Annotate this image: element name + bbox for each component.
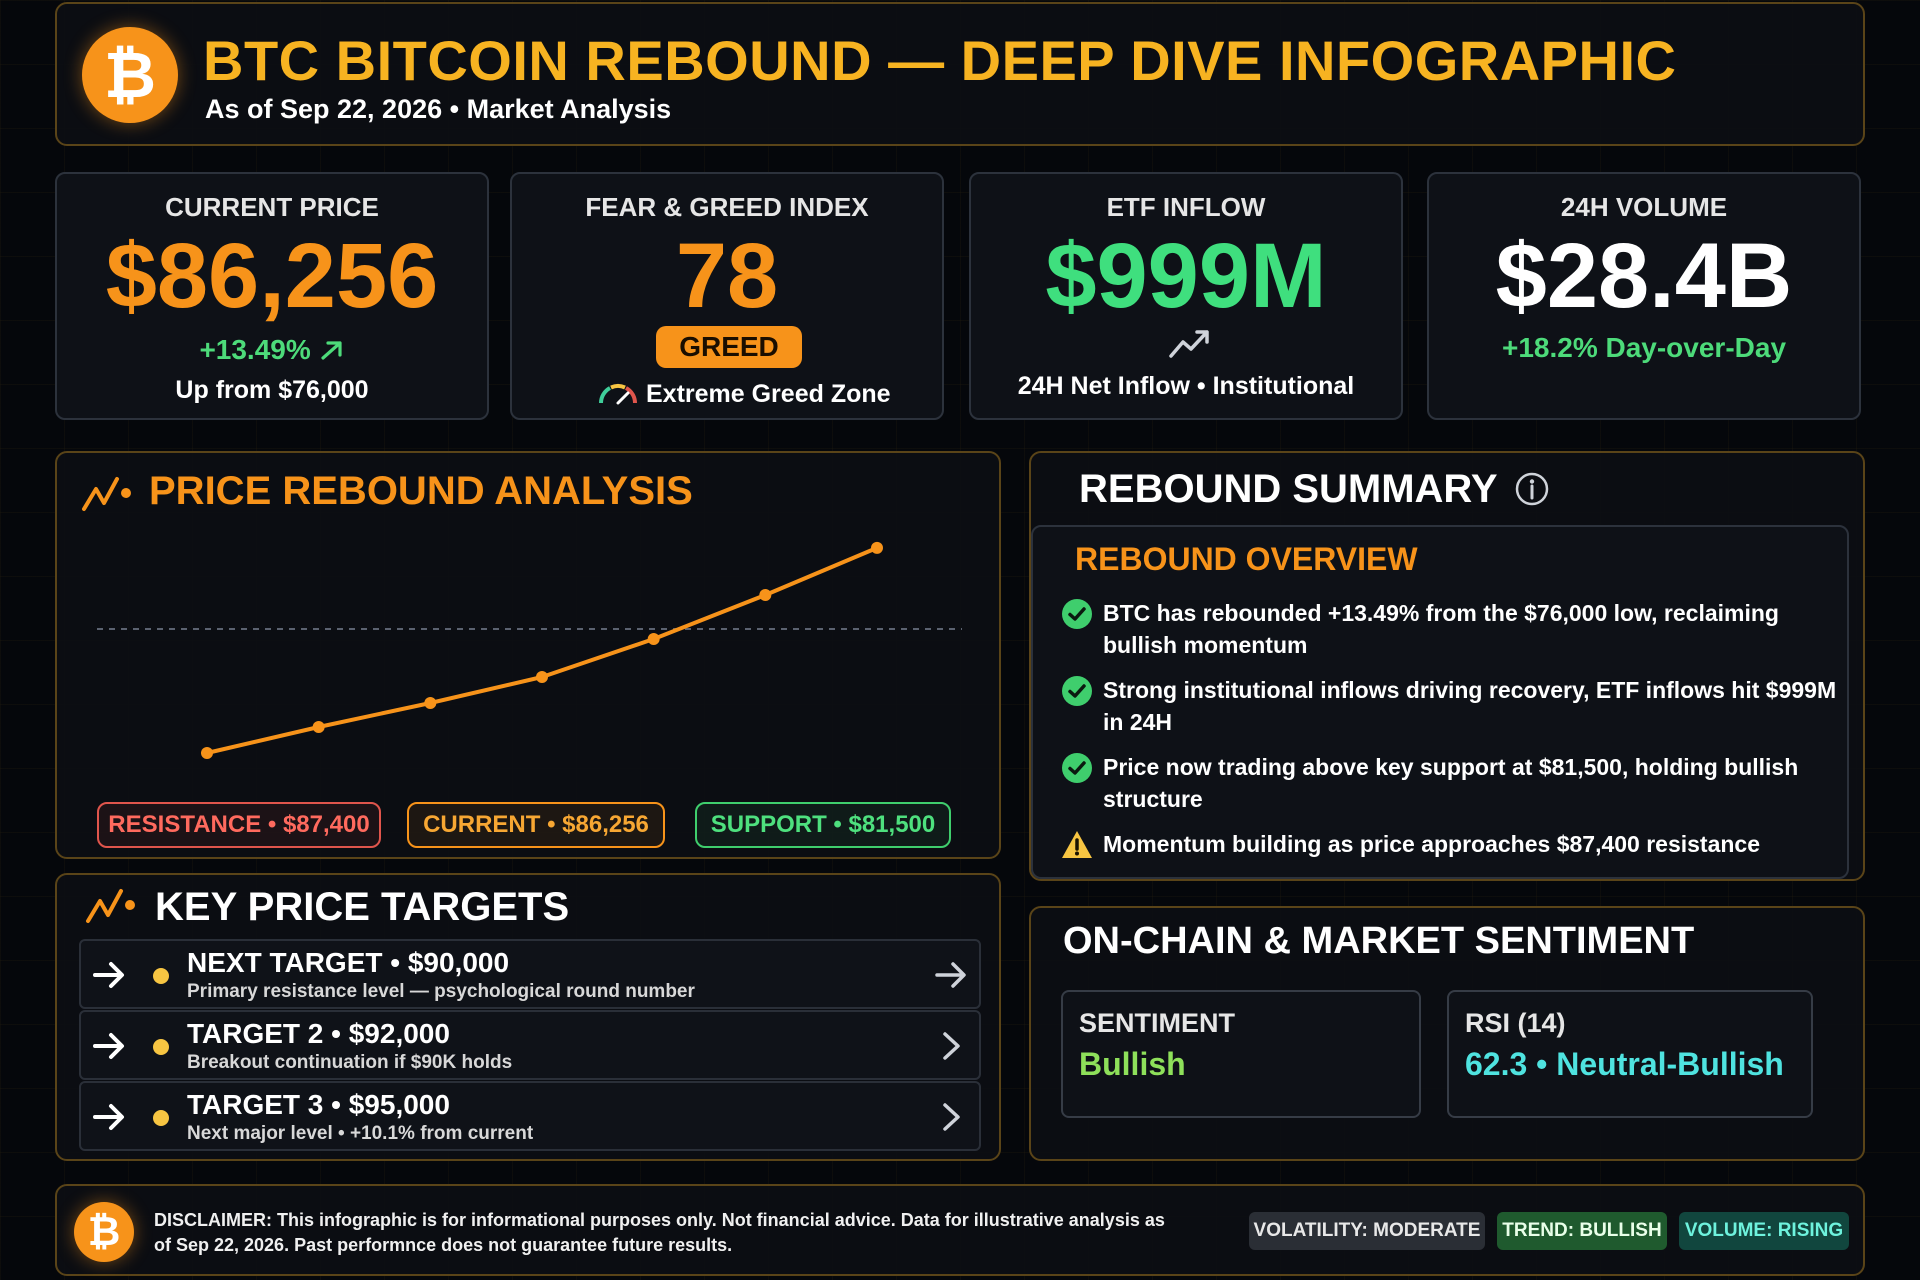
target-dot <box>153 968 169 984</box>
check-circle-icon <box>1062 676 1092 706</box>
page-subtitle: As of Sep 22, 2026 • Market Analysis <box>205 94 672 124</box>
rebound-analysis-title: PRICE REBOUND ANALYSIS <box>149 469 693 513</box>
rebound-summary-panel: REBOUND SUMMARY REBOUND OVERVIEW BTC has… <box>1029 451 1865 881</box>
greed-zone-text: Extreme Greed Zone <box>646 380 891 408</box>
etf-inflow-card: ETF INFLOW $999M 24H Net Inflow • Instit… <box>969 172 1403 420</box>
bitcoin-logo-icon: ₿ <box>74 1202 134 1262</box>
price-point <box>759 589 772 601</box>
key-price-targets-panel: KEY PRICE TARGETS NEXT TARGET • $90,000 … <box>55 873 1001 1161</box>
target-dot <box>153 1039 169 1055</box>
price-point <box>201 747 213 759</box>
arrow-right-icon <box>93 1104 124 1130</box>
price-line-chart <box>97 541 962 759</box>
sentiment-label: SENTIMENT <box>1079 1008 1236 1038</box>
check-circle-icon <box>1062 599 1092 629</box>
footer-disclaimer: ₿ DISCLAIMER: This infographic is for in… <box>55 1184 1865 1276</box>
volume-label: 24H VOLUME <box>1560 192 1728 222</box>
target-desc: Breakout continuation if $90K holds <box>187 1052 513 1073</box>
etf-inflow-note: 24H Net Inflow • Institutional <box>1017 372 1355 400</box>
target-desc: Next major level • +10.1% from current <box>187 1123 534 1144</box>
price-note: Up from $76,000 <box>175 376 369 404</box>
chevron-right-icon <box>943 1103 960 1131</box>
volume-pill: VOLUME: RISING <box>1679 1212 1849 1250</box>
target-desc: Primary resistance level — psychological… <box>187 981 695 1002</box>
rebound-summary-title: REBOUND SUMMARY <box>1079 467 1498 511</box>
target-row-2[interactable]: TARGET 2 • $92,000 Breakout continuation… <box>79 1010 981 1080</box>
line-chart-icon <box>82 477 131 511</box>
arrow-up-right-icon <box>320 341 342 360</box>
price-point <box>871 541 883 554</box>
bitcoin-logo-icon: ₿ <box>82 27 178 123</box>
info-icon[interactable] <box>1514 471 1550 507</box>
target-row-1[interactable]: NEXT TARGET • $90,000 Primary resistance… <box>79 939 981 1009</box>
target-name: TARGET 3 • $95,000 <box>187 1089 450 1120</box>
sentiment-value: Bullish <box>1079 1046 1186 1082</box>
greed-badge: GREED <box>656 326 802 368</box>
targets-chart-icon <box>86 889 135 923</box>
sentiment-card: SENTIMENT Bullish <box>1061 990 1421 1118</box>
overview-bullet-text: Momentum building as price approaches $8… <box>1103 831 1761 857</box>
chevron-right-icon <box>943 1032 960 1060</box>
resistance-tag: RESISTANCE • $87,400 <box>97 802 381 848</box>
rsi-card: RSI (14) 62.3 • Neutral-Bullish <box>1447 990 1813 1118</box>
overview-bullet-text: Price now trading above key support at $… <box>1103 754 1799 812</box>
trend-pill: TREND: BULLISH <box>1497 1212 1667 1250</box>
sentiment-panel: ON-CHAIN & MARKET SENTIMENT SENTIMENT Bu… <box>1029 906 1865 1161</box>
target-name: NEXT TARGET • $90,000 <box>187 947 510 978</box>
etf-inflow-label: ETF INFLOW <box>1106 192 1266 222</box>
price-change: +13.49% <box>57 334 487 366</box>
page-title: BTC BITCOIN REBOUND — DEEP DIVE INFOGRAP… <box>203 29 1677 92</box>
arrow-right-icon <box>93 962 124 988</box>
price-point <box>424 697 437 709</box>
header-banner: ₿ BTC BITCOIN REBOUND — DEEP DIVE INFOGR… <box>55 2 1865 146</box>
trend-up-icon <box>1169 330 1209 358</box>
price-point <box>536 671 548 683</box>
volume-card: 24H VOLUME $28.4B +18.2% Day-over-Day <box>1427 172 1861 420</box>
volume-value: $28.4B <box>1495 225 1793 327</box>
warning-icon <box>1062 831 1092 858</box>
current-price-value: $86,256 <box>105 225 439 327</box>
volatility-pill: VOLATILITY: MODERATE <box>1249 1212 1485 1250</box>
targets-title: KEY PRICE TARGETS <box>155 885 570 929</box>
arrow-right-icon <box>93 1033 124 1059</box>
current-tag: CURRENT • $86,256 <box>407 802 665 848</box>
fear-greed-value: 78 <box>675 225 779 327</box>
price-series-line <box>206 546 878 755</box>
sentiment-title: ON-CHAIN & MARKET SENTIMENT <box>1063 920 1695 962</box>
overview-bullet-text: Strong institutional inflows driving rec… <box>1103 677 1837 735</box>
rebound-overview-card: REBOUND OVERVIEW BTC has rebounded +13.4… <box>1031 525 1849 879</box>
fear-greed-card: FEAR & GREED INDEX 78 GREED Extreme Gree… <box>510 172 944 420</box>
volume-change: +18.2% Day-over-Day <box>1501 332 1787 363</box>
arrow-right-icon <box>935 962 966 988</box>
rsi-label: RSI (14) <box>1465 1008 1566 1038</box>
price-change-text: +13.49% <box>199 334 311 365</box>
check-circle-icon <box>1062 753 1092 783</box>
current-price-label: CURRENT PRICE <box>165 192 379 222</box>
fear-greed-label: FEAR & GREED INDEX <box>585 192 869 222</box>
gauge-icon <box>599 384 637 405</box>
support-tag: SUPPORT • $81,500 <box>695 802 951 848</box>
target-dot <box>153 1110 169 1126</box>
current-price-card: CURRENT PRICE $86,256 +13.49% Up from $7… <box>55 172 489 420</box>
etf-inflow-value: $999M <box>1045 225 1327 327</box>
rebound-overview-title: REBOUND OVERVIEW <box>1075 541 1418 577</box>
overview-bullet-text: BTC has rebounded +13.49% from the $76,0… <box>1103 600 1779 658</box>
target-name: TARGET 2 • $92,000 <box>187 1018 450 1049</box>
rsi-value: 62.3 • Neutral-Bullish <box>1465 1046 1784 1082</box>
disclaimer-text: DISCLAIMER: This infographic is for info… <box>154 1210 1165 1255</box>
price-rebound-panel: PRICE REBOUND ANALYSIS RESISTANCE • $87,… <box>55 451 1001 859</box>
price-point <box>647 633 660 645</box>
target-row-3[interactable]: TARGET 3 • $95,000 Next major level • +1… <box>79 1081 981 1151</box>
price-point <box>312 721 325 733</box>
